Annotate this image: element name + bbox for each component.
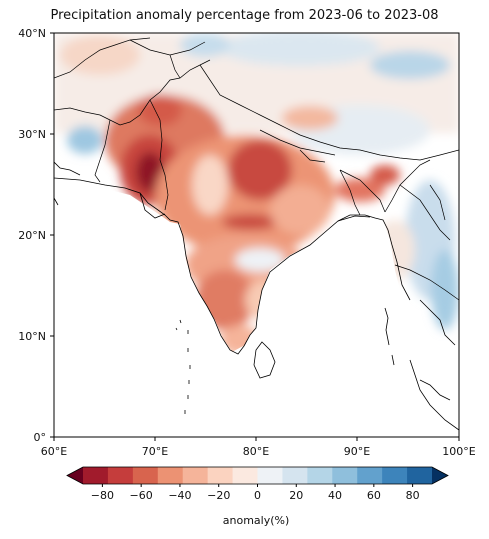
colorbar-segment (232, 467, 258, 484)
colorbar-segment (207, 467, 234, 484)
colorbar-tick-label: −40 (168, 489, 191, 502)
colorbar: −80 −60 −40 −20 0 20 40 60 80 (66, 466, 449, 502)
colorbar-segment (157, 467, 184, 484)
colorbar-segment (132, 467, 159, 484)
colorbar-tick-label: 0 (254, 489, 261, 502)
colorbar-tick-label: 20 (289, 489, 303, 502)
ocean-mask-west (54, 180, 459, 437)
colorbar-outline (66, 466, 449, 485)
colorbar-segment (282, 467, 308, 484)
lon-tick-label: 90°E (344, 445, 370, 458)
lon-tick-label: 70°E (142, 445, 168, 458)
colorbar-extend-max (432, 467, 448, 484)
lon-axis: 60°E 70°E 80°E 90°E 100°E (41, 437, 476, 458)
colorbar-tick-label: 40 (328, 489, 342, 502)
lat-tick-label: 40°N (18, 27, 46, 40)
colorbar-segment (307, 467, 333, 484)
colorbar-segment (382, 467, 408, 484)
country-borders (54, 37, 459, 301)
colorbar-tick-label: −20 (207, 489, 230, 502)
lon-tick-label: 60°E (41, 445, 67, 458)
colorbar-tick-label: 80 (406, 489, 420, 502)
colorbar-tick-label: −80 (91, 489, 114, 502)
lat-tick-label: 0° (34, 431, 47, 444)
colorbar-segment (107, 467, 134, 484)
lat-axis: 40°N 30°N 20°N 10°N 0° (18, 27, 54, 444)
lat-tick-label: 10°N (18, 330, 46, 343)
colorbar-extend-min (67, 467, 83, 484)
lon-tick-label: 80°E (243, 445, 269, 458)
lat-tick-label: 30°N (18, 128, 46, 141)
colorbar-segment (407, 467, 433, 484)
colorbar-tick-label: −60 (130, 489, 153, 502)
lat-tick-label: 20°N (18, 229, 46, 242)
colorbar-tick-label: 60 (367, 489, 381, 502)
colorbar-segment (357, 467, 383, 484)
coastlines (54, 161, 459, 431)
lon-tick-label: 100°E (442, 445, 475, 458)
map-title: Precipitation anomaly percentage from 20… (50, 8, 439, 23)
colorbar-label: anomaly(%) (223, 514, 290, 527)
colorbar-segment (332, 467, 358, 484)
colorbar-segment (83, 467, 109, 484)
colorbar-segment (182, 467, 209, 484)
colorbar-segment (257, 467, 283, 484)
